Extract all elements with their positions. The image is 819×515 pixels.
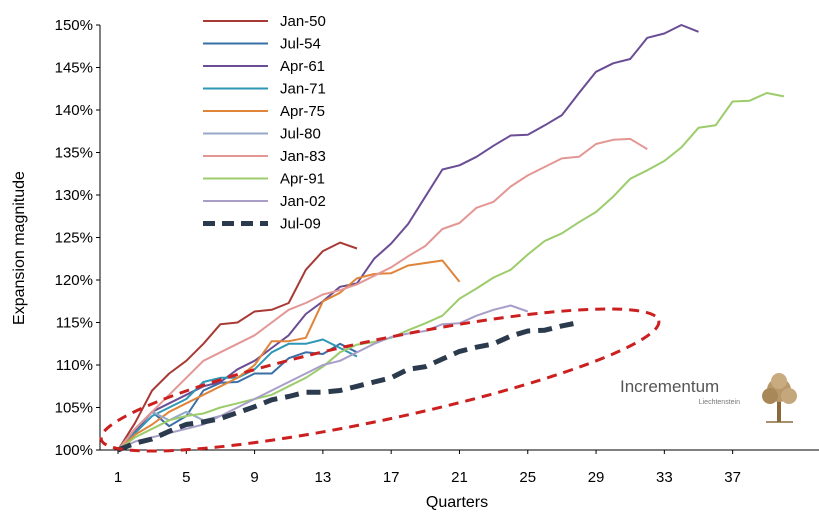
series-line-apr-75	[117, 259, 461, 451]
axes: 100% 105% 110% 115% 120% 125% 130% 135% 140% 145%…	[55, 17, 819, 486]
y-tick-label: 120%	[55, 272, 93, 289]
legend: Jan-50 Jul-54 Apr-61 Jan-71 Apr-75 Jul-80 Jan-…	[203, 13, 326, 233]
legend-label-jul-80: Jul-80	[280, 126, 321, 143]
legend-label-jan-71: Jan-71	[280, 81, 326, 98]
y-tick-label: 105%	[55, 400, 93, 417]
legend-label-jul-09: Jul-09	[280, 216, 321, 233]
y-tick-label: 150%	[55, 17, 93, 34]
x-tick-label: 5	[182, 469, 190, 486]
logo-title: Incrementum	[620, 377, 719, 396]
y-tick-label: 135%	[55, 145, 93, 162]
series-line-jan-50	[117, 241, 358, 451]
x-tick-label: 33	[656, 469, 673, 486]
annotations	[99, 307, 661, 453]
y-tick-label: 100%	[55, 442, 93, 459]
highlight-ellipse	[99, 307, 661, 453]
legend-label-apr-91: Apr-91	[280, 171, 325, 188]
x-tick-label: 25	[519, 469, 536, 486]
legend-label-jan-50: Jan-50	[280, 13, 326, 30]
series-layer	[117, 24, 785, 453]
legend-label-apr-61: Apr-61	[280, 58, 325, 75]
tree-icon	[762, 373, 797, 423]
series-line-apr-91	[117, 92, 785, 451]
series-line-jul-09	[117, 320, 580, 453]
logo-subtitle: Liechtenstein	[699, 399, 740, 406]
y-tick-label: 115%	[56, 315, 93, 332]
y-tick-label: 140%	[55, 102, 93, 119]
series-line-jan-83	[117, 137, 648, 451]
series-line-jan-02	[117, 304, 529, 451]
x-tick-label: 13	[315, 469, 332, 486]
x-tick-label: 9	[250, 469, 258, 486]
y-tick-label: 130%	[55, 187, 93, 204]
y-tick-label: 125%	[55, 230, 93, 247]
x-axis-title: Quarters	[426, 494, 488, 511]
x-tick-label: 1	[114, 469, 122, 486]
legend-label-jul-54: Jul-54	[280, 36, 321, 53]
y-tick-label: 110%	[56, 357, 93, 374]
x-tick-label: 29	[588, 469, 605, 486]
y-axis-title: Expansion magnitude	[11, 171, 28, 325]
incrementum-logo: Incrementum Liechtenstein	[620, 373, 797, 423]
legend-label-jan-02: Jan-02	[280, 193, 326, 210]
legend-label-jan-83: Jan-83	[280, 148, 326, 165]
series-line-jul-54	[117, 342, 358, 451]
x-tick-label: 17	[383, 469, 400, 486]
series-line-apr-61	[117, 24, 699, 451]
x-tick-label: 37	[724, 469, 741, 486]
y-tick-label: 145%	[55, 60, 93, 77]
x-tick-label: 21	[451, 469, 468, 486]
legend-label-apr-75: Apr-75	[280, 103, 325, 120]
